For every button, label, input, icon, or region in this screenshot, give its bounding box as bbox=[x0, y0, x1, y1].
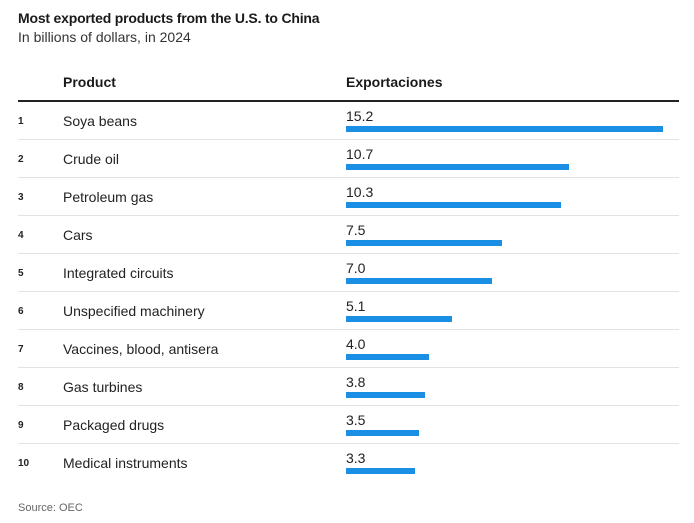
value-bar bbox=[346, 430, 419, 436]
value-bar bbox=[346, 202, 561, 208]
rank-label: 8 bbox=[18, 382, 24, 393]
rank-label: 9 bbox=[18, 420, 24, 431]
table-row: 4 Cars 7.5 bbox=[18, 216, 679, 254]
value-label: 10.3 bbox=[346, 184, 374, 200]
product-label: Petroleum gas bbox=[63, 189, 154, 205]
table-header: Product Exportaciones bbox=[18, 66, 679, 102]
table-row: 9 Packaged drugs 3.5 bbox=[18, 406, 679, 444]
product-label: Soya beans bbox=[63, 113, 137, 129]
product-label: Cars bbox=[63, 227, 93, 243]
value-bar bbox=[346, 164, 569, 170]
value-bar bbox=[346, 278, 492, 284]
value-label: 7.0 bbox=[346, 260, 366, 276]
product-label: Medical instruments bbox=[63, 455, 188, 471]
table-row: 7 Vaccines, blood, antisera 4.0 bbox=[18, 330, 679, 368]
value-label: 15.2 bbox=[346, 108, 374, 124]
rank-label: 6 bbox=[18, 306, 24, 317]
table-row: 1 Soya beans 15.2 bbox=[18, 102, 679, 140]
value-bar bbox=[346, 126, 663, 132]
value-label: 4.0 bbox=[346, 336, 366, 352]
table-row: 8 Gas turbines 3.8 bbox=[18, 368, 679, 406]
value-bar bbox=[346, 468, 415, 474]
value-label: 3.3 bbox=[346, 450, 366, 466]
value-bar bbox=[346, 316, 452, 322]
table-row: 5 Integrated circuits 7.0 bbox=[18, 254, 679, 292]
chart-subtitle: In billions of dollars, in 2024 bbox=[18, 29, 191, 45]
rank-label: 2 bbox=[18, 154, 24, 165]
rank-label: 4 bbox=[18, 230, 24, 241]
product-label: Gas turbines bbox=[63, 379, 143, 395]
value-bar bbox=[346, 392, 425, 398]
value-label: 3.5 bbox=[346, 412, 366, 428]
product-label: Crude oil bbox=[63, 151, 120, 167]
data-table: Product Exportaciones 1 Soya beans 15.2 2 Cr… bbox=[18, 66, 679, 481]
table-row: 3 Petroleum gas 10.3 bbox=[18, 178, 679, 216]
table-body: 1 Soya beans 15.2 2 Crude oil 10.7 3 Petroleum … bbox=[18, 102, 679, 481]
value-bar bbox=[346, 354, 429, 360]
rank-label: 10 bbox=[18, 458, 30, 469]
rank-label: 5 bbox=[18, 268, 24, 279]
column-header-exportaciones: Exportaciones bbox=[346, 74, 443, 90]
value-label: 3.8 bbox=[346, 374, 366, 390]
product-label: Integrated circuits bbox=[63, 265, 174, 281]
source-note: Source: OEC bbox=[18, 502, 83, 514]
column-header-product: Product bbox=[63, 74, 116, 90]
value-label: 7.5 bbox=[346, 222, 366, 238]
product-label: Vaccines, blood, antisera bbox=[63, 341, 219, 357]
rank-label: 3 bbox=[18, 192, 24, 203]
rank-label: 7 bbox=[18, 344, 24, 355]
value-label: 5.1 bbox=[346, 298, 366, 314]
table-row: 6 Unspecified machinery 5.1 bbox=[18, 292, 679, 330]
product-label: Unspecified machinery bbox=[63, 303, 205, 319]
product-label: Packaged drugs bbox=[63, 417, 165, 433]
value-label: 10.7 bbox=[346, 146, 374, 162]
value-bar bbox=[346, 240, 502, 246]
table-row: 10 Medical instruments 3.3 bbox=[18, 444, 679, 481]
table-row: 2 Crude oil 10.7 bbox=[18, 140, 679, 178]
chart-title: Most exported products from the U.S. to … bbox=[18, 10, 320, 26]
rank-label: 1 bbox=[18, 116, 24, 127]
